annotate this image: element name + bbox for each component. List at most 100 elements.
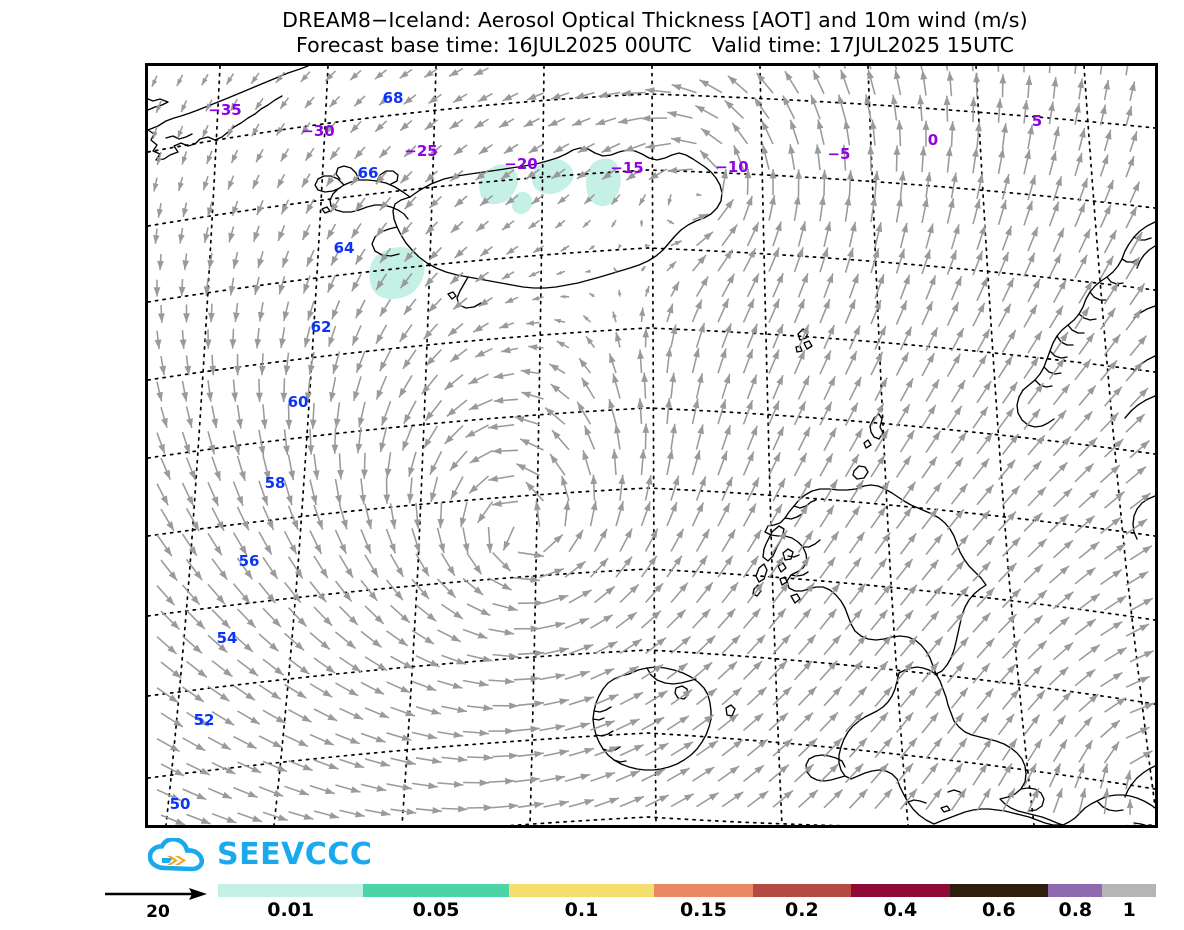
wind-vector-head — [502, 93, 513, 101]
wind-vector-head — [1103, 204, 1111, 215]
wind-vector-head — [447, 566, 455, 576]
wind-vector-head — [555, 621, 565, 629]
longitude-label: −25 — [404, 142, 437, 160]
wind-vector-head — [236, 495, 243, 506]
wind-vector-head — [801, 556, 810, 567]
wind-vector-head — [482, 655, 493, 663]
wind-vector-head — [623, 145, 634, 152]
wind-vector-head — [479, 729, 489, 737]
wind-vector-head — [933, 738, 942, 748]
wind-vector-head — [1011, 588, 1021, 598]
wind-vector-head — [452, 682, 463, 689]
wind-vector-head — [776, 426, 784, 437]
wind-vector-head — [457, 706, 467, 713]
wind-vector-head — [178, 182, 184, 191]
wind-vector-head — [499, 119, 509, 128]
wind-vector-head — [421, 566, 429, 577]
wind-vector-head — [927, 223, 934, 234]
wind-vector-head — [670, 324, 678, 335]
wind-vector-head — [351, 175, 360, 186]
wind-vector-head — [641, 372, 649, 382]
wind-vector-head — [354, 761, 365, 768]
wind-vector-head — [872, 170, 880, 181]
wind-vector-head — [802, 608, 811, 619]
wind-vector-head — [772, 247, 779, 258]
wind-vector-head — [1059, 514, 1069, 524]
wind-vector-head — [642, 423, 650, 433]
wind-vector-head — [323, 738, 334, 746]
wind-vector-head — [478, 298, 489, 307]
wind-vector-head — [657, 690, 668, 699]
wind-vector-head — [431, 757, 442, 764]
wind-vector-head — [314, 544, 322, 554]
wind-vector-head — [902, 404, 910, 414]
colorbar-segment — [508, 884, 655, 897]
wind-vector-head — [374, 687, 385, 695]
wind-vector-head — [428, 782, 438, 790]
wind-vector-head — [399, 332, 408, 342]
wind-vector-head — [239, 545, 247, 555]
wind-vector-head — [708, 740, 718, 749]
wind-vector-head — [521, 391, 532, 399]
wind-vector-head — [473, 324, 483, 333]
wind-vector-head — [1028, 763, 1037, 774]
wind-vector-head — [579, 618, 589, 625]
wind-vector-head — [829, 479, 838, 490]
wind-vector-head — [424, 121, 435, 130]
wind-vector-head — [748, 248, 756, 259]
wind-vector-head — [733, 145, 741, 156]
wind-vector-head — [1035, 383, 1044, 393]
wind-vector-head — [453, 780, 464, 788]
wind-vector-head — [904, 610, 913, 620]
wind-vector-head — [804, 764, 814, 774]
wind-vector-head — [984, 432, 993, 443]
wind-vector-head — [500, 171, 511, 180]
wind-vector-head — [509, 752, 519, 760]
wind-vector-head — [1088, 437, 1098, 447]
wind-vector-head — [266, 593, 276, 604]
wind-vector-head — [449, 120, 460, 129]
wind-vector-head — [195, 619, 205, 629]
wind-vector-head — [1027, 124, 1034, 135]
wind-vector-head — [751, 273, 759, 284]
wind-vector-head — [955, 509, 964, 519]
wind-vector-head — [579, 671, 590, 678]
wind-vector-head — [821, 247, 829, 258]
wind-vector-head — [1053, 126, 1060, 137]
wind-vector-head — [701, 529, 710, 539]
wind-vector-head — [650, 528, 658, 539]
wind-vector-head — [1134, 232, 1143, 242]
wind-vector-head — [955, 662, 965, 672]
wind-vector-head — [598, 91, 608, 99]
wind-vector-head — [195, 743, 206, 751]
wind-vector-head — [280, 100, 288, 109]
wind-vector-head — [824, 221, 832, 232]
wind-vector-head — [774, 504, 782, 514]
wind-vector-head — [478, 146, 489, 155]
wind-vector-head — [857, 583, 866, 594]
wind-vector-head — [225, 766, 236, 774]
wind-vector-head — [563, 500, 571, 511]
wind-vector-head — [732, 122, 741, 133]
wind-vector-head — [355, 308, 363, 319]
wind-vector-head — [277, 814, 288, 821]
wind-vector-head — [927, 404, 936, 415]
seevccc-logo: SEEVCCC — [148, 836, 372, 874]
wind-vector-head — [182, 260, 190, 270]
wind-vector-head — [800, 504, 808, 515]
wind-vector-head — [699, 79, 710, 88]
wind-vector-head — [160, 495, 169, 506]
wind-vector-head — [877, 506, 886, 517]
wind-vector-head — [669, 372, 677, 383]
wind-vector-head — [530, 576, 540, 583]
wind-vector-head — [206, 392, 214, 402]
wind-vector-head — [696, 192, 702, 197]
wind-vector-head — [721, 298, 729, 309]
wind-vector-head — [575, 529, 584, 540]
wind-vector-head — [184, 365, 192, 376]
wind-vector-head — [483, 804, 493, 812]
wind-vector-head — [276, 126, 284, 136]
wind-vector-head — [353, 712, 364, 720]
wind-vector-head — [401, 734, 412, 741]
wind-vector-head — [402, 359, 411, 369]
